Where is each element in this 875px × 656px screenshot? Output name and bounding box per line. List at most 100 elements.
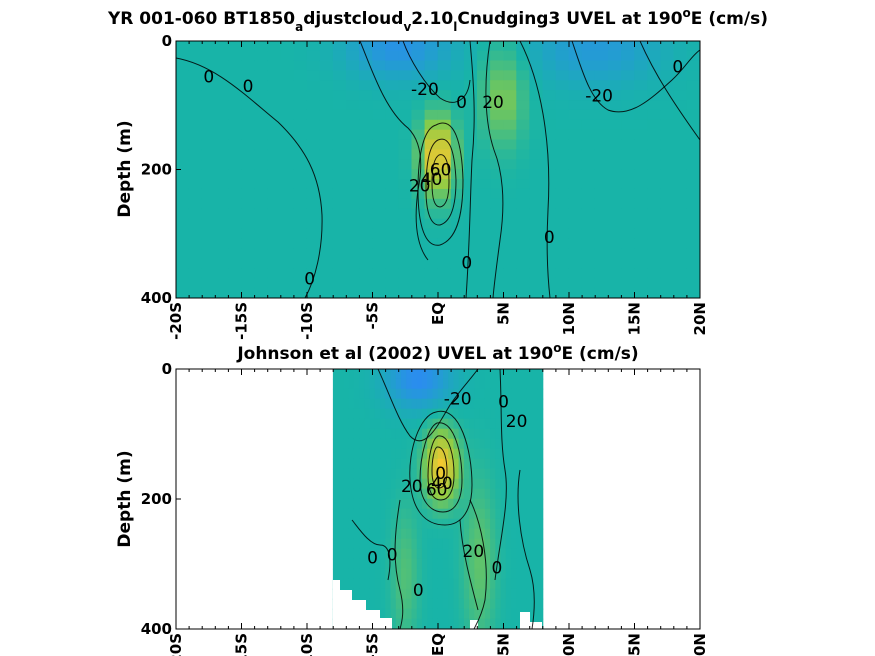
heatmap-cell: [201, 208, 216, 220]
heatmap-cell: [401, 458, 408, 470]
heatmap-cell: [406, 448, 413, 460]
heatmap-cell: [406, 488, 413, 500]
heatmap-cell: [293, 159, 308, 170]
panel-bottom: Johnson et al (2002) UVEL at 190oE (cm/s…: [115, 341, 709, 656]
heatmap-cell: [215, 198, 229, 210]
heatmap-cell: [398, 129, 413, 141]
heatmap-cell: [686, 80, 700, 91]
heatmap-cell: [453, 418, 460, 430]
heatmap-cell: [474, 578, 481, 590]
heatmap-cell: [306, 70, 321, 82]
heatmap-cell: [416, 488, 423, 500]
heatmap-cell: [390, 498, 397, 510]
heatmap-cell: [495, 458, 502, 470]
heatmap-cell: [437, 218, 452, 230]
heatmap-cell: [380, 528, 387, 540]
heatmap-cell: [254, 188, 269, 200]
heatmap-cell: [495, 488, 502, 500]
heatmap-cell: [463, 498, 470, 510]
heatmap-cell: [267, 268, 282, 279]
heatmap-cell: [346, 169, 360, 180]
heatmap-cell: [608, 228, 622, 240]
heatmap-cell: [432, 458, 439, 470]
heatmap-cell: [254, 258, 269, 269]
heatmap-cell: [474, 369, 481, 380]
heatmap-cell: [348, 369, 355, 380]
heatmap-cell: [477, 228, 491, 240]
heatmap-cell: [495, 438, 502, 450]
heatmap-cell: [516, 109, 531, 121]
heatmap-cell: [390, 618, 397, 629]
heatmap-cell: [201, 139, 216, 151]
heatmap-cell: [555, 100, 570, 111]
heatmap-cell: [484, 518, 491, 530]
heatmap-cell: [463, 287, 478, 298]
heatmap-cell: [477, 198, 491, 210]
heatmap-cell: [416, 388, 423, 400]
heatmap-cell: [319, 90, 334, 101]
heatmap-cell: [369, 588, 376, 600]
heatmap-cell: [293, 238, 308, 250]
heatmap-cell: [442, 578, 449, 590]
heatmap-cell: [353, 498, 360, 510]
heatmap-cell: [542, 80, 557, 91]
heatmap-cell: [477, 248, 491, 259]
heatmap-cell: [188, 169, 203, 180]
heatmap-cell: [568, 218, 583, 230]
heatmap-cell: [673, 277, 688, 289]
heatmap-cell: [346, 60, 360, 72]
heatmap-cell: [463, 378, 470, 390]
heatmap-cell: [621, 90, 635, 101]
heatmap-cell: [505, 408, 512, 420]
heatmap-cell: [647, 208, 662, 220]
heatmap-cell: [346, 258, 360, 269]
heatmap-cell: [526, 588, 533, 600]
heatmap-cell: [372, 50, 387, 62]
heatmap-cell: [526, 498, 533, 510]
heatmap-cell: [188, 188, 203, 200]
heatmap-cell: [511, 458, 518, 470]
heatmap-cell: [521, 478, 528, 490]
heatmap-cell: [490, 398, 497, 410]
heatmap-cell: [241, 129, 256, 141]
heatmap-cell: [359, 90, 373, 101]
heatmap-cell: [416, 369, 423, 380]
heatmap-cell: [526, 438, 533, 450]
heatmap-cell: [516, 608, 523, 620]
heatmap-cell: [319, 198, 334, 210]
heatmap-cell: [364, 369, 371, 380]
heatmap-cell: [500, 378, 507, 390]
heatmap-cell: [215, 149, 229, 161]
heatmap-cell: [490, 558, 497, 570]
heatmap-cell: [372, 208, 387, 220]
heatmap-cell: [442, 438, 449, 450]
heatmap-cell: [254, 238, 269, 250]
heatmap-cell: [474, 378, 481, 390]
heatmap-cell: [176, 139, 190, 151]
heatmap-cell: [511, 598, 518, 610]
heatmap-cell: [526, 508, 533, 520]
heatmap-cell: [634, 119, 649, 131]
heatmap-cell: [458, 558, 465, 570]
heatmap-cell: [516, 90, 531, 101]
heatmap-cell: [505, 498, 512, 510]
heatmap-cell: [529, 159, 544, 170]
heatmap-cell: [537, 458, 544, 470]
heatmap-cell: [348, 558, 355, 570]
heatmap-cell: [458, 608, 465, 620]
heatmap-cell: [432, 369, 439, 380]
heatmap-cell: [448, 458, 455, 470]
heatmap-cell: [442, 408, 449, 420]
heatmap-cell: [526, 578, 533, 590]
heatmap-cell: [385, 129, 400, 141]
heatmap-cell: [450, 188, 465, 200]
heatmap-cell: [503, 268, 518, 279]
heatmap-cell: [353, 408, 360, 420]
heatmap-cell: [516, 60, 531, 72]
heatmap-cell: [241, 248, 256, 259]
heatmap-cell: [369, 518, 376, 530]
heatmap-cell: [490, 179, 504, 190]
heatmap-cell: [500, 408, 507, 420]
heatmap-cell: [293, 277, 308, 289]
heatmap-cell: [608, 287, 622, 298]
